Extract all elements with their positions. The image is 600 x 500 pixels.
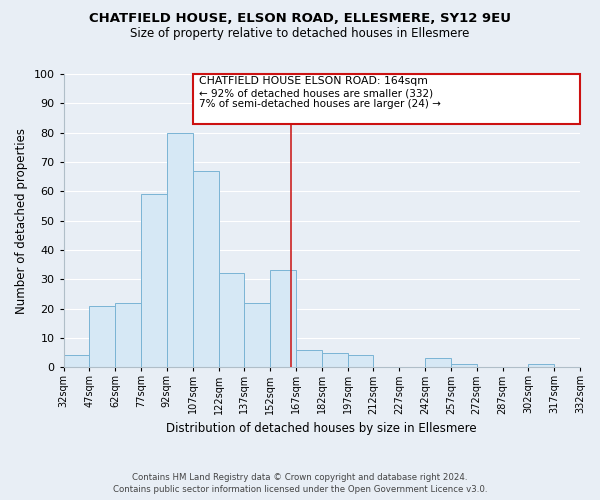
Bar	[296, 350, 322, 367]
Bar	[64, 356, 89, 367]
Text: 7% of semi-detached houses are larger (24) →: 7% of semi-detached houses are larger (2…	[199, 99, 440, 109]
Bar	[218, 274, 244, 367]
Bar	[529, 364, 554, 367]
Text: CHATFIELD HOUSE, ELSON ROAD, ELLESMERE, SY12 9EU: CHATFIELD HOUSE, ELSON ROAD, ELLESMERE, …	[89, 12, 511, 26]
Bar	[167, 132, 193, 367]
Bar	[141, 194, 167, 367]
Bar	[425, 358, 451, 367]
Y-axis label: Number of detached properties: Number of detached properties	[15, 128, 28, 314]
Text: ← 92% of detached houses are smaller (332): ← 92% of detached houses are smaller (33…	[199, 88, 433, 98]
Bar	[244, 302, 270, 367]
Bar	[347, 356, 373, 367]
Bar	[193, 171, 218, 367]
Bar	[115, 302, 141, 367]
Bar	[89, 306, 115, 367]
Bar	[322, 352, 347, 367]
Bar	[270, 270, 296, 367]
Text: Contains public sector information licensed under the Open Government Licence v3: Contains public sector information licen…	[113, 485, 487, 494]
Bar	[451, 364, 477, 367]
Text: CHATFIELD HOUSE ELSON ROAD: 164sqm: CHATFIELD HOUSE ELSON ROAD: 164sqm	[199, 76, 428, 86]
Text: Contains HM Land Registry data © Crown copyright and database right 2024.: Contains HM Land Registry data © Crown c…	[132, 472, 468, 482]
X-axis label: Distribution of detached houses by size in Ellesmere: Distribution of detached houses by size …	[166, 422, 477, 435]
Text: Size of property relative to detached houses in Ellesmere: Size of property relative to detached ho…	[130, 28, 470, 40]
